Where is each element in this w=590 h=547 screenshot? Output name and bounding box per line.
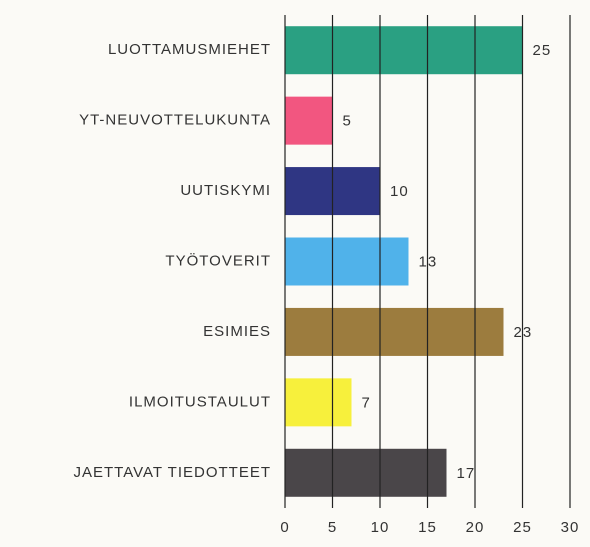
- value-label: 5: [343, 113, 352, 130]
- x-tick-label: 15: [418, 519, 437, 536]
- x-tick-label: 0: [280, 519, 289, 536]
- x-tick-label: 25: [513, 519, 532, 536]
- x-tick-label: 10: [371, 519, 390, 536]
- y-tick-label: TYÖTOVERIT: [165, 251, 271, 269]
- value-label: 17: [457, 465, 476, 482]
- bar: [285, 26, 523, 75]
- y-tick-label: JAETTAVAT TIEDOTTEET: [73, 464, 271, 481]
- bar: [285, 96, 333, 145]
- y-tick-label: ILMOITUSTAULUT: [129, 393, 271, 410]
- bar: [285, 448, 447, 497]
- bar: [285, 237, 409, 286]
- x-tick-label: 20: [466, 519, 485, 536]
- y-tick-label: LUOTTAMUSMIEHET: [108, 41, 271, 58]
- x-tick-label: 5: [328, 519, 337, 536]
- bar: [285, 378, 352, 427]
- x-tick-label: 30: [561, 519, 580, 536]
- bar: [285, 307, 504, 356]
- value-label: 7: [362, 394, 371, 411]
- y-tick-label: UUTISKYMI: [180, 182, 271, 199]
- value-label: 25: [533, 42, 552, 59]
- y-tick-label: YT-NEUVOTTELUKUNTA: [79, 112, 271, 129]
- y-tick-label: ESIMIES: [203, 323, 271, 340]
- value-label: 10: [390, 183, 409, 200]
